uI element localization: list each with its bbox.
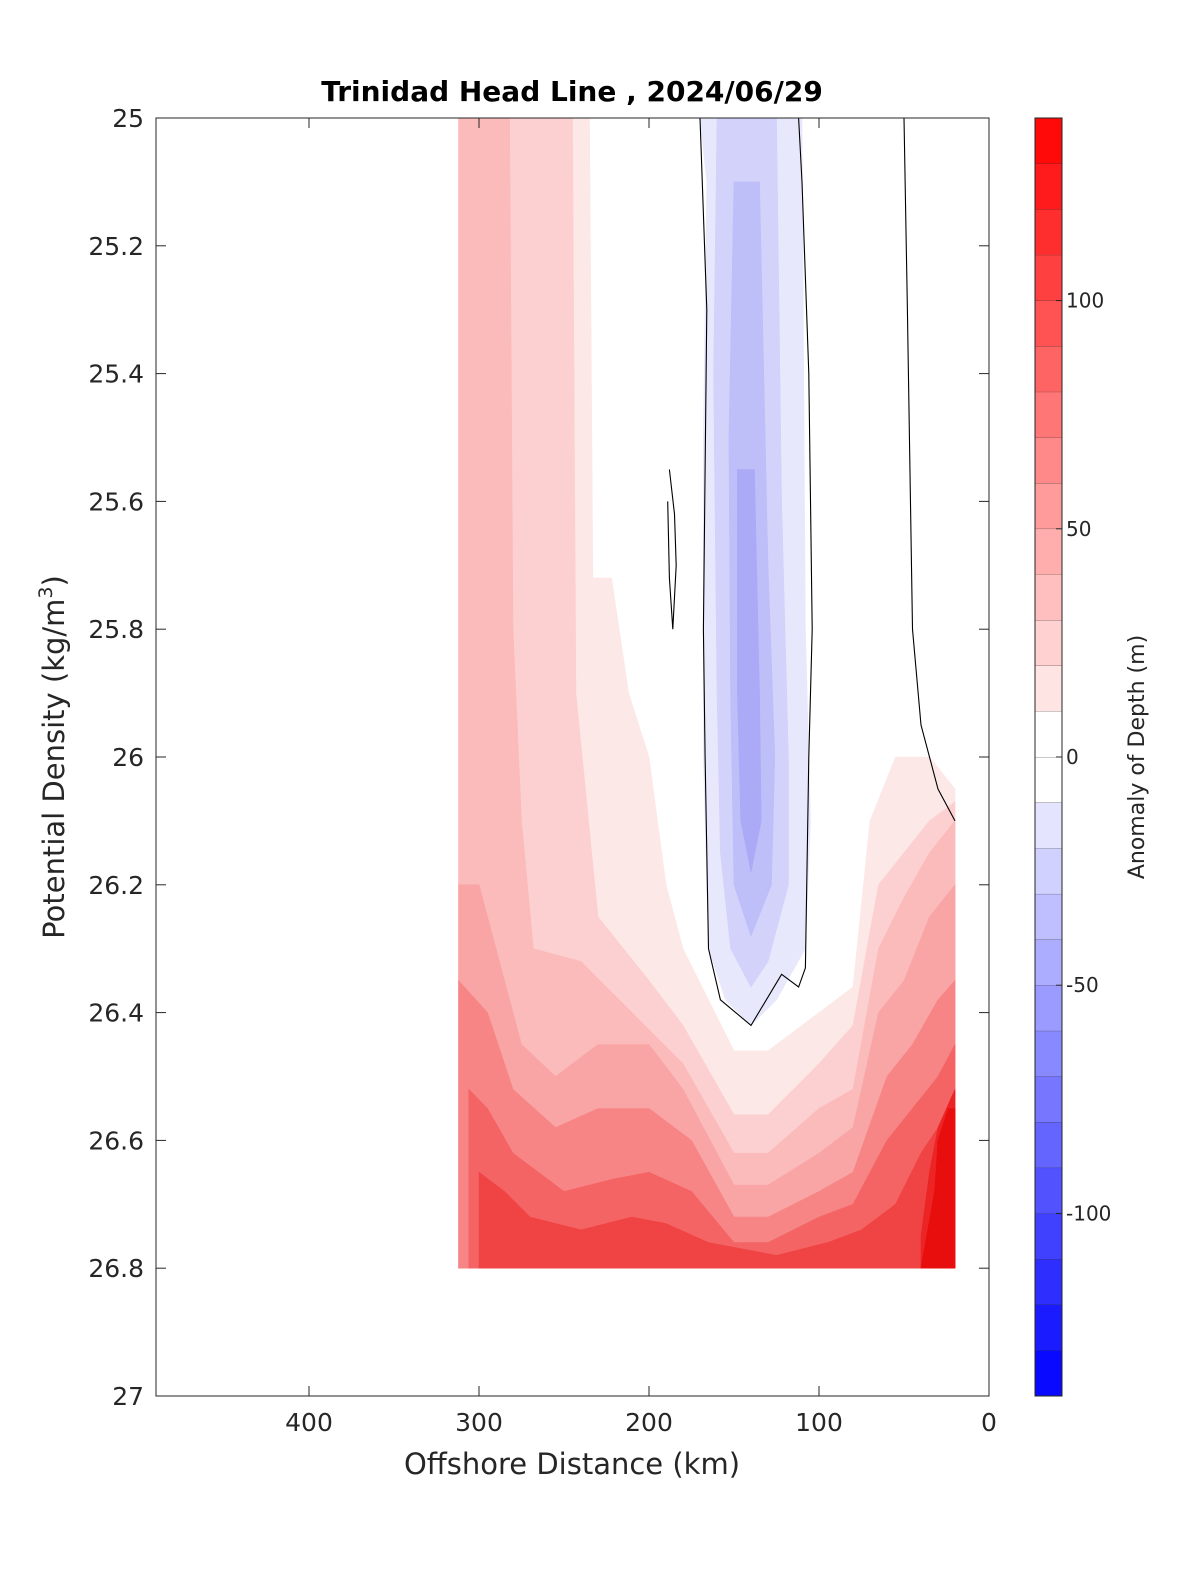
y-tick-label: 25.4 <box>88 360 144 389</box>
contour-region-80 <box>468 1044 956 1269</box>
colorbar-swatch <box>1035 300 1062 347</box>
y-axis-label-main: Potential Density (kg/m <box>37 599 71 939</box>
colorbar-tick-label: 0 <box>1066 745 1079 769</box>
contour-region-neg40 <box>737 469 762 873</box>
x-tick-label: 0 <box>981 1408 997 1437</box>
colorbar-swatch <box>1035 346 1062 392</box>
colorbar-swatch <box>1035 1304 1062 1351</box>
y-tick-label: 27 <box>112 1382 144 1411</box>
x-tick-label: 200 <box>625 1408 673 1437</box>
colorbar-swatch <box>1035 437 1062 484</box>
colorbar-swatch <box>1035 893 1062 940</box>
y-tick-label: 25.8 <box>88 615 144 644</box>
contour-fills <box>458 118 956 1269</box>
y-axis-label-superscript: 3 <box>35 586 57 598</box>
colorbar-swatch <box>1035 483 1062 529</box>
colorbar-swatch <box>1035 1350 1062 1396</box>
zero-contour-lines <box>667 118 956 1027</box>
contour-region-130 <box>920 1108 956 1269</box>
y-axis-label: Potential Density (kg/m3) <box>35 575 71 939</box>
colorbar-swatch <box>1035 939 1062 986</box>
y-tick-label: 26.4 <box>88 999 144 1028</box>
colorbar-swatch <box>1035 1076 1062 1123</box>
x-axis-label: Offshore Distance (km) <box>404 1447 740 1481</box>
colorbar-swatch <box>1035 1122 1062 1168</box>
y-axis-label-end: ) <box>37 575 71 586</box>
colorbar-swatches <box>1035 117 1062 1396</box>
colorbar-swatch <box>1035 1213 1062 1260</box>
colorbar-swatch <box>1035 209 1062 255</box>
colorbar-swatch <box>1035 1030 1062 1077</box>
colorbar-swatch <box>1035 1259 1062 1305</box>
y-tick-label: 25.2 <box>88 232 144 261</box>
y-axis-ticks: 25 25.2 25.4 25.6 25.8 26 26.2 26.4 26.6 26.8 27 <box>88 104 989 1411</box>
colorbar-swatch <box>1035 848 1062 894</box>
y-tick-label: 25 <box>112 104 144 133</box>
colorbar-swatch <box>1035 665 1062 712</box>
zero-contour-line-1 <box>699 118 813 1027</box>
x-tick-label: 100 <box>795 1408 843 1437</box>
colorbar: 100 50 0 -50 -100 <box>1034 117 1111 1397</box>
colorbar-ticks: 100 50 0 -50 -100 <box>1056 289 1111 1225</box>
colorbar-swatch <box>1035 757 1062 803</box>
y-tick-label: 26.2 <box>88 871 144 900</box>
y-tick-label: 26.6 <box>88 1126 144 1155</box>
colorbar-swatch <box>1035 985 1062 1031</box>
colorbar-swatch <box>1035 620 1062 666</box>
y-tick-label: 26 <box>112 743 144 772</box>
colorbar-tick-label: -100 <box>1066 1201 1111 1225</box>
colorbar-swatch <box>1035 1167 1062 1214</box>
colorbar-swatch <box>1035 802 1062 849</box>
x-axis-ticks: 400 300 200 100 0 <box>285 118 997 1437</box>
colorbar-tick-label: 50 <box>1066 517 1091 541</box>
colorbar-tick-label: -50 <box>1066 973 1099 997</box>
colorbar-swatch <box>1035 391 1062 438</box>
y-tick-label: 26.8 <box>88 1254 144 1283</box>
x-tick-label: 300 <box>455 1408 503 1437</box>
zero-contour-line-2 <box>667 469 677 630</box>
x-tick-label: 400 <box>285 1408 333 1437</box>
colorbar-swatch <box>1035 254 1062 301</box>
colorbar-label: Anomaly of Depth (m) <box>1125 635 1150 879</box>
chart-title: Trinidad Head Line , 2024/06/29 <box>321 75 823 108</box>
colorbar-swatch <box>1035 118 1062 164</box>
plot-area: 400 300 200 100 0 25 25.2 25.4 25.6 25.8 26 26.2 26… <box>88 104 997 1437</box>
colorbar-swatch <box>1035 711 1062 757</box>
colorbar-swatch <box>1035 528 1062 575</box>
colorbar-swatch <box>1035 574 1062 621</box>
y-tick-label: 25.6 <box>88 487 144 516</box>
colorbar-tick-label: 100 <box>1066 289 1104 313</box>
zero-contour-line-3 <box>903 118 956 822</box>
colorbar-swatch <box>1035 163 1062 210</box>
